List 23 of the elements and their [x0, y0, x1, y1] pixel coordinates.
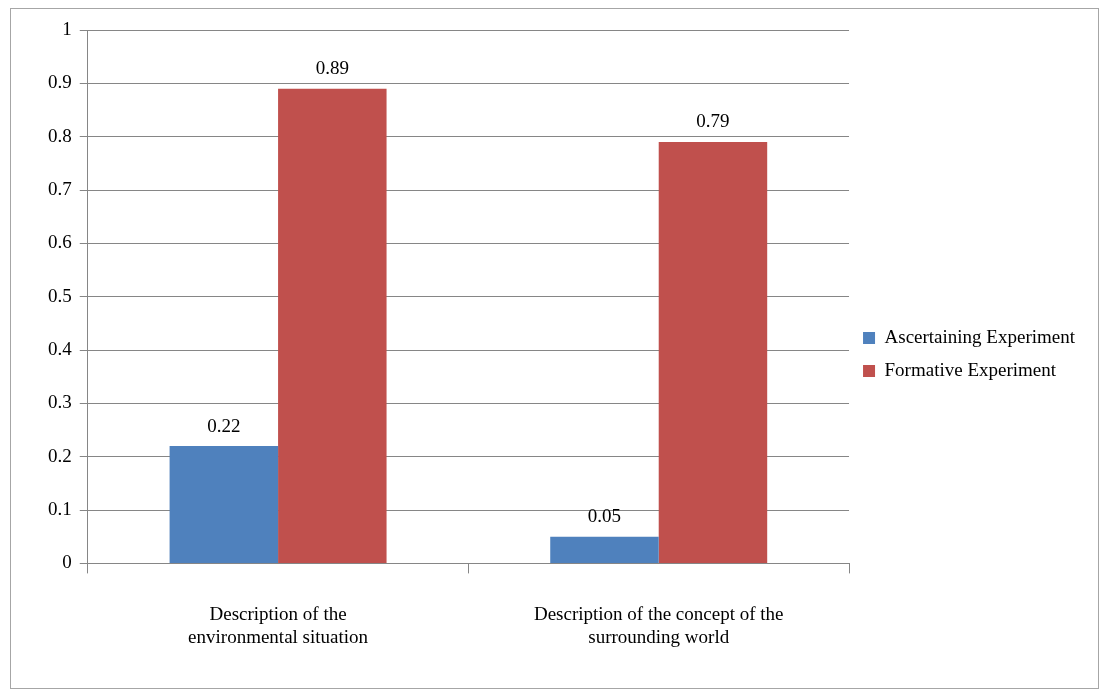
x-tick-label: Description of the environmental situation [188, 602, 369, 647]
bar [278, 88, 387, 563]
y-tick-label: 0.4 [48, 338, 73, 360]
data-label: 0.89 [315, 57, 349, 79]
bar [658, 142, 768, 563]
y-tick-label: 0.7 [48, 178, 72, 199]
bar [169, 446, 279, 563]
y-tick-label: 0 [62, 551, 72, 573]
x-tick-label: Description of the concept of the surrounding world [533, 602, 784, 647]
y-tick-label: 0.6 [48, 231, 72, 253]
legend-label: Ascertaining Experiment [884, 325, 1076, 347]
y-tick-label: 0.1 [48, 498, 72, 520]
y-tick-label: 1 [62, 17, 72, 39]
y-tick-label: 0.2 [48, 444, 72, 466]
y-tick-label: 0.9 [48, 71, 72, 93]
y-tick-label: 0.3 [48, 391, 72, 413]
data-label: 0.05 [587, 505, 622, 527]
y-tick-label: 0.8 [48, 124, 72, 146]
y-tick-label: 0.5 [48, 284, 72, 306]
bar [550, 536, 659, 563]
data-label: 0.22 [207, 414, 241, 436]
data-label: 0.79 [696, 110, 730, 132]
legend-label: Formative Experiment [884, 358, 1057, 380]
